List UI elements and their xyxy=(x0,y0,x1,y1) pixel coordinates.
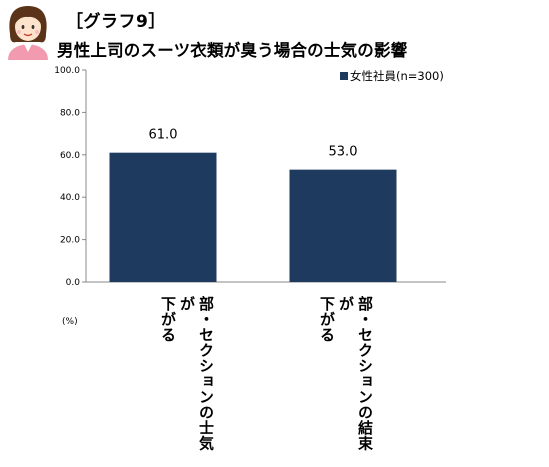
bar xyxy=(289,169,397,282)
category-label-line: 部・セクションの結束が xyxy=(337,296,374,451)
bar-value-label: 53.0 xyxy=(329,145,358,160)
category-label-unity: 部・セクションの結束が 下がる xyxy=(317,296,374,464)
y-tick-label: 60.0 xyxy=(60,151,80,161)
y-tick-label: 20.0 xyxy=(60,236,80,246)
category-label-line: 下がる xyxy=(159,296,177,343)
woman-avatar-icon xyxy=(8,6,48,60)
bar-value-label: 61.0 xyxy=(149,128,178,143)
y-axis-unit-label: (%) xyxy=(62,317,78,327)
chart-number-label: ［グラフ9］ xyxy=(66,12,166,32)
category-label-line: 部・セクションの士気が xyxy=(178,296,215,451)
y-tick-label: 80.0 xyxy=(60,108,80,118)
y-tick-label: 0.0 xyxy=(66,278,81,288)
category-label-morale: 部・セクションの士気が 下がる xyxy=(158,296,215,464)
chart-legend: 女性社員(n=300) xyxy=(340,68,444,84)
y-tick-label: 40.0 xyxy=(60,193,80,203)
y-tick-label: 100.0 xyxy=(54,66,80,76)
chart-title: 男性上司のスーツ衣類が臭う場合の士気の影響 xyxy=(57,41,408,60)
legend-series-name: 女性社員(n=300) xyxy=(350,69,444,83)
legend-swatch xyxy=(340,72,348,80)
category-label-line: 下がる xyxy=(318,296,336,343)
bar xyxy=(109,152,217,282)
